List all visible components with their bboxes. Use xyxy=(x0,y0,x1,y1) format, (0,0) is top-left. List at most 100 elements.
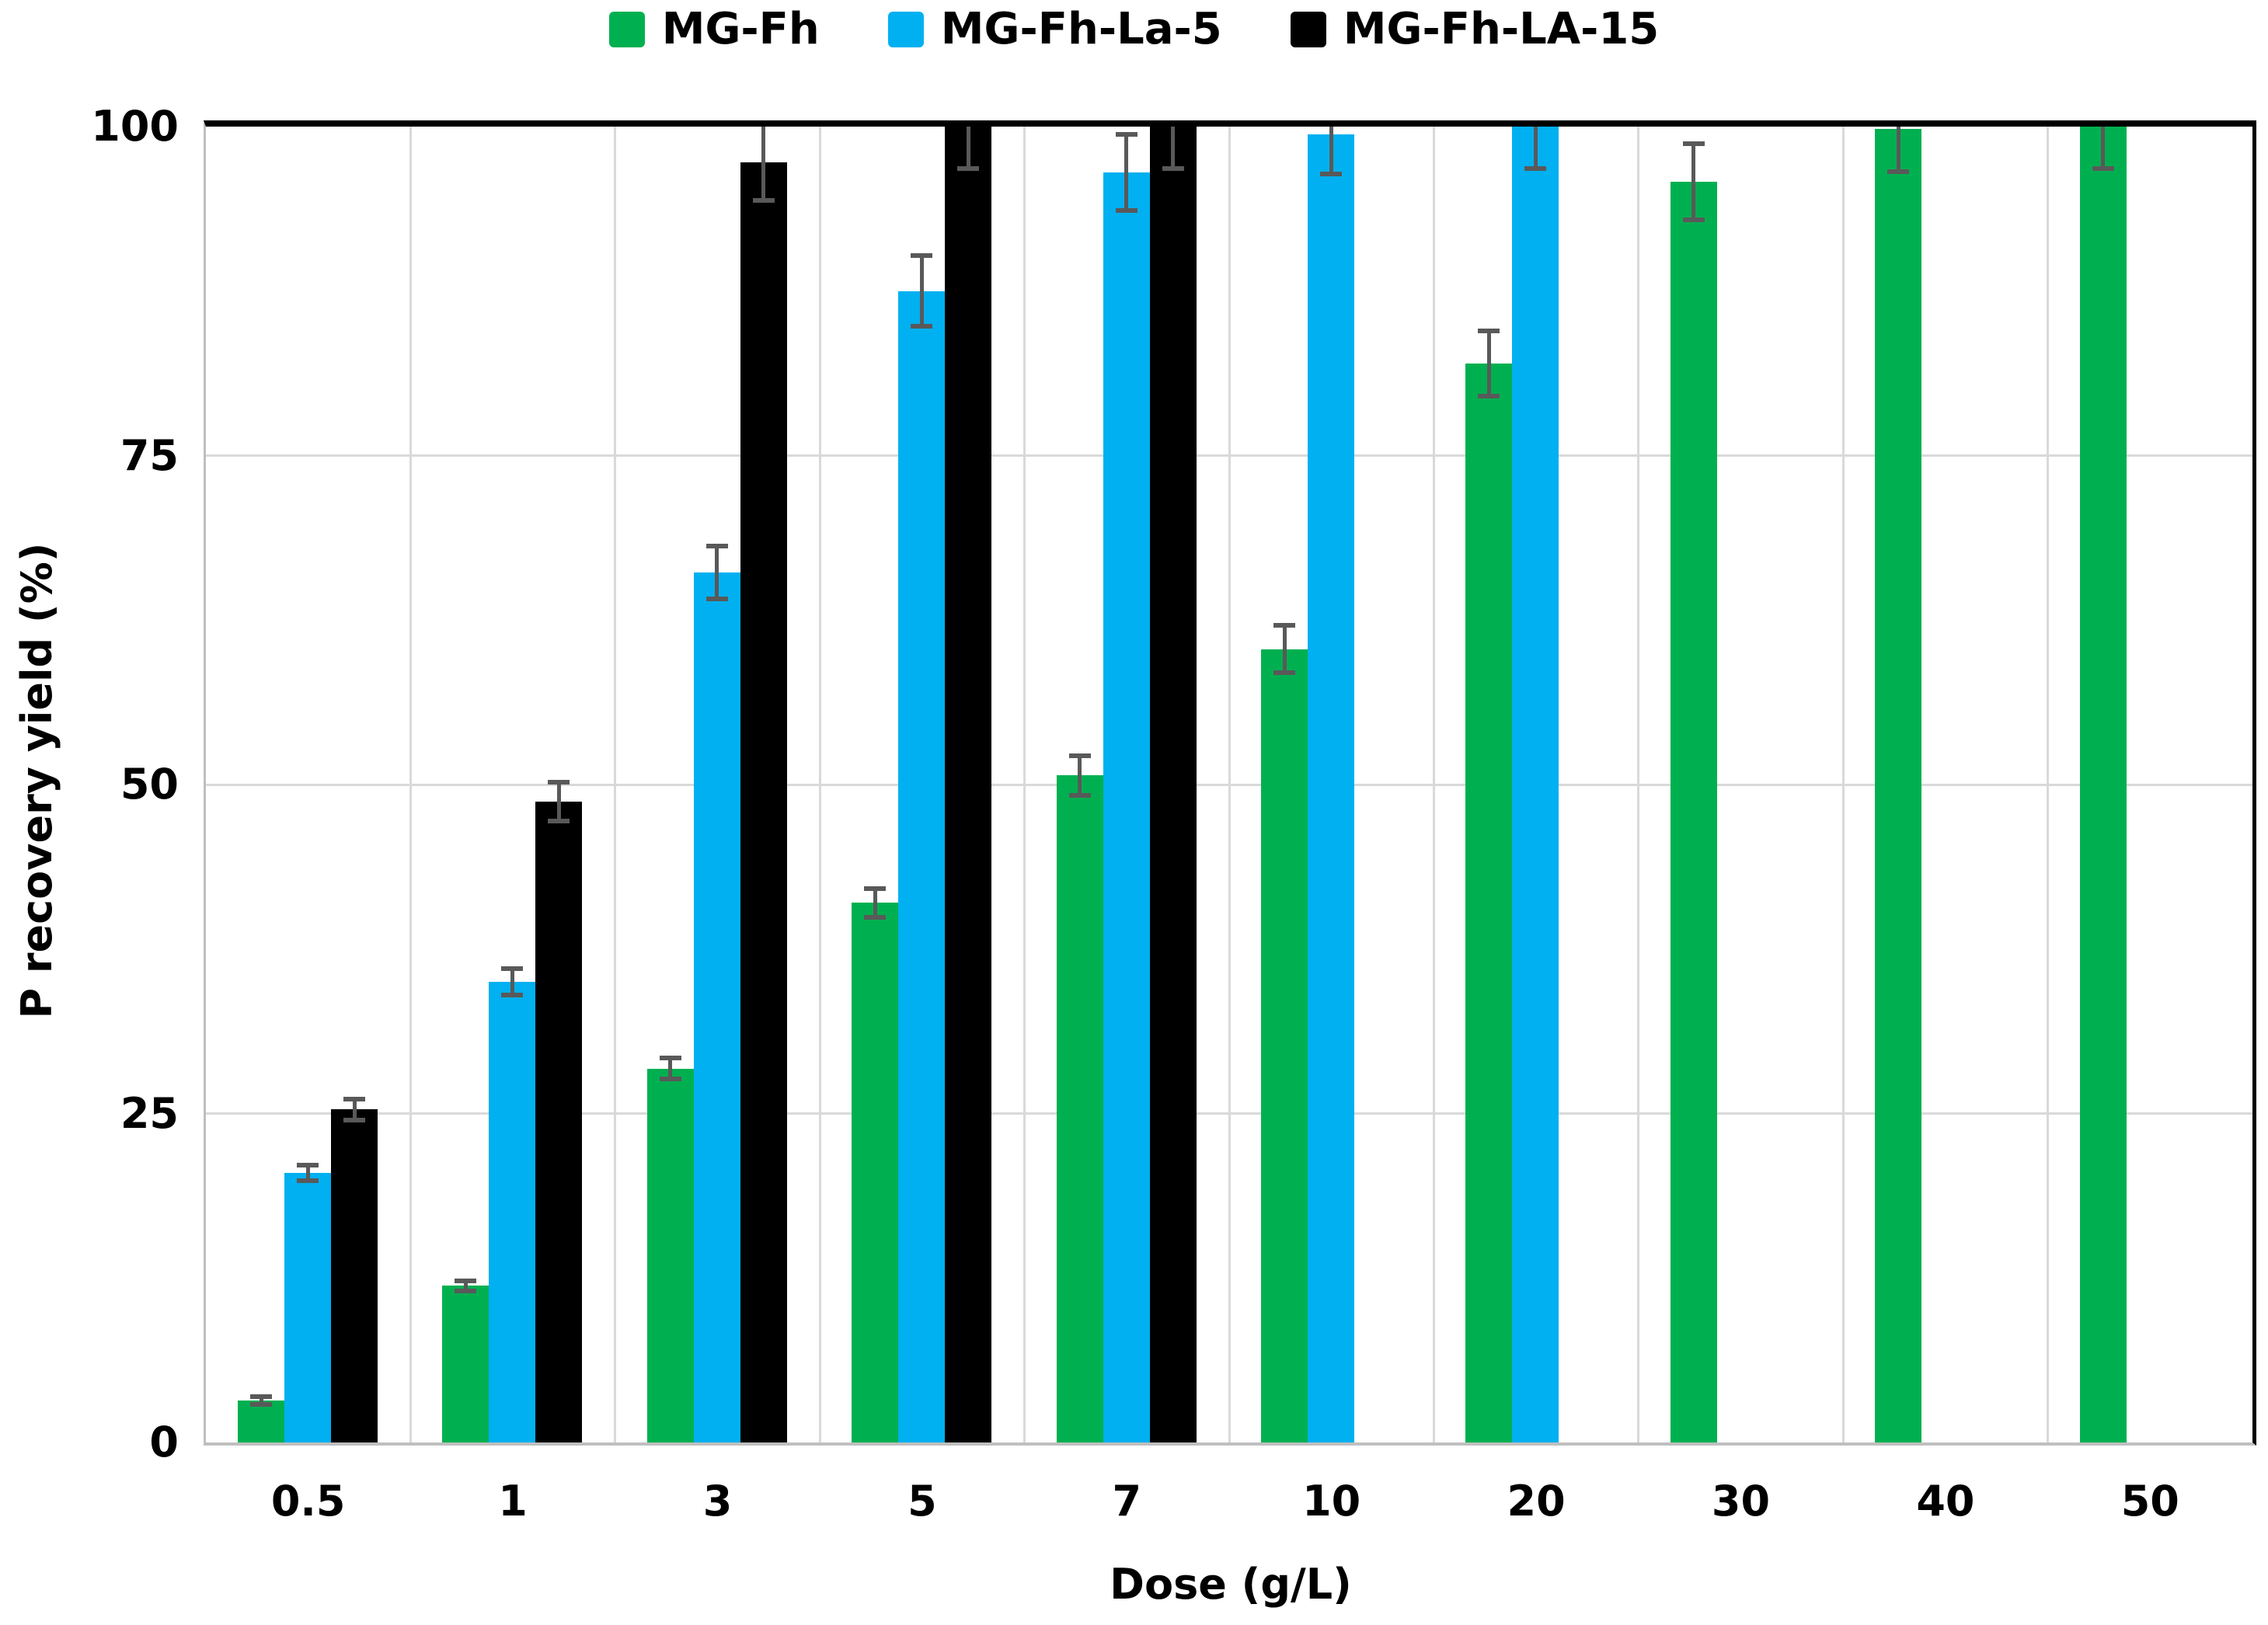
error-cap-top-MG-Fh-20 xyxy=(1478,328,1500,333)
error-cap-top-MG-Fh-La-5-7 xyxy=(1115,132,1137,137)
bar-MG-Fh-La-5-3 xyxy=(693,572,740,1442)
error-bar-MG-Fh-5 xyxy=(873,888,877,918)
error-cap-bottom-MG-Fh-LA-15-1 xyxy=(548,819,570,824)
error-cap-bottom-MG-Fh-LA-15-3 xyxy=(752,197,775,203)
error-cap-top-MG-Fh-0.5 xyxy=(250,1394,272,1399)
error-cap-bottom-MG-Fh-LA-15-5 xyxy=(957,166,980,172)
error-bar-MG-Fh-0.5 xyxy=(259,1396,263,1404)
x-tick-20: 20 xyxy=(1507,1477,1566,1526)
error-bar-MG-Fh-LA-15-3 xyxy=(761,127,766,200)
error-bar-MG-Fh-La-5-5 xyxy=(919,256,924,327)
error-cap-bottom-MG-Fh-10 xyxy=(1273,670,1295,675)
x-tick-30: 30 xyxy=(1711,1477,1771,1526)
error-cap-top-MG-Fh-La-5-3 xyxy=(705,544,728,549)
legend-label-MG-Fh: MG-Fh xyxy=(661,4,820,54)
error-cap-bottom-MG-Fh-La-5-3 xyxy=(705,597,728,602)
error-cap-bottom-MG-Fh-1 xyxy=(455,1289,477,1294)
bar-MG-Fh-0.5 xyxy=(238,1400,284,1442)
x-axis-title: Dose (g/L) xyxy=(1110,1560,1352,1609)
bar-MG-Fh-La-5-5 xyxy=(898,291,946,1442)
error-bar-MG-Fh-La-5-7 xyxy=(1124,134,1129,211)
error-bar-MG-Fh-LA-15-0.5 xyxy=(352,1098,357,1120)
gridline-x-2 xyxy=(614,127,617,1442)
gridline-x-1 xyxy=(409,127,412,1442)
error-bar-MG-Fh-7 xyxy=(1078,755,1082,795)
gridline-x-3 xyxy=(818,127,821,1442)
x-tick-50: 50 xyxy=(2120,1477,2179,1526)
legend-item-MG-Fh: MG-Fh xyxy=(608,4,820,54)
bar-MG-Fh-LA-15-7 xyxy=(1149,127,1197,1442)
error-cap-top-MG-Fh-30 xyxy=(1682,141,1705,147)
bar-MG-Fh-7 xyxy=(1056,775,1103,1442)
error-cap-bottom-MG-Fh-20 xyxy=(1478,394,1500,399)
error-cap-top-MG-Fh-5 xyxy=(864,886,887,891)
bar-MG-Fh-La-5-10 xyxy=(1308,134,1354,1442)
legend-swatch-MG-Fh-LA-15 xyxy=(1290,12,1326,47)
x-tick-1: 1 xyxy=(498,1477,528,1526)
error-bar-MG-Fh-20 xyxy=(1486,330,1491,397)
error-cap-bottom-MG-Fh-5 xyxy=(864,915,887,920)
x-tick-10: 10 xyxy=(1302,1477,1361,1526)
error-bar-MG-Fh-La-5-20 xyxy=(1533,127,1538,169)
error-cap-top-MG-Fh-3 xyxy=(659,1056,681,1061)
x-tick-40: 40 xyxy=(1916,1477,1975,1526)
bar-MG-Fh-LA-15-1 xyxy=(535,802,583,1442)
bar-MG-Fh-40 xyxy=(1875,129,1922,1442)
bar-MG-Fh-La-5-20 xyxy=(1512,127,1559,1442)
error-cap-top-MG-Fh-10 xyxy=(1273,623,1295,628)
error-cap-bottom-MG-Fh-40 xyxy=(1887,169,1910,174)
x-tick-7: 7 xyxy=(1112,1477,1142,1526)
plot-area xyxy=(204,120,2256,1446)
bar-MG-Fh-30 xyxy=(1670,182,1717,1442)
error-bar-MG-Fh-LA-15-5 xyxy=(966,127,970,169)
bar-MG-Fh-3 xyxy=(646,1068,694,1442)
bar-MG-Fh-LA-15-5 xyxy=(945,127,992,1442)
error-bar-MG-Fh-La-5-1 xyxy=(510,969,514,996)
error-cap-bottom-MG-Fh-La-5-5 xyxy=(911,324,933,329)
error-cap-top-MG-Fh-La-5-5 xyxy=(911,253,933,258)
error-cap-bottom-MG-Fh-La-5-20 xyxy=(1524,166,1547,172)
chart-legend: MG-Fh MG-Fh-La-5 MG-Fh-LA-15 xyxy=(0,5,2268,54)
gridline-x-9 xyxy=(2047,127,2050,1442)
error-bar-MG-Fh-LA-15-1 xyxy=(556,781,561,822)
legend-swatch-MG-Fh-La-5 xyxy=(887,12,924,47)
bar-MG-Fh-20 xyxy=(1465,363,1513,1442)
error-cap-top-MG-Fh-1 xyxy=(455,1278,477,1283)
gridline-x-4 xyxy=(1023,127,1026,1442)
error-bar-MG-Fh-10 xyxy=(1282,625,1287,673)
error-cap-top-MG-Fh-7 xyxy=(1068,753,1091,758)
error-cap-top-MG-Fh-LA-15-0.5 xyxy=(343,1096,365,1101)
y-tick-25: 25 xyxy=(120,1088,179,1138)
error-bar-MG-Fh-40 xyxy=(1896,127,1900,172)
bar-MG-Fh-5 xyxy=(852,903,899,1442)
bar-MG-Fh-La-5-0.5 xyxy=(284,1172,331,1442)
error-bar-MG-Fh-La-5-10 xyxy=(1329,127,1333,174)
bar-MG-Fh-La-5-7 xyxy=(1103,172,1150,1442)
legend-item-MG-Fh-La-5: MG-Fh-La-5 xyxy=(887,4,1222,54)
error-bar-MG-Fh-La-5-3 xyxy=(715,546,719,600)
error-cap-bottom-MG-Fh-LA-15-0.5 xyxy=(343,1117,365,1122)
legend-label-MG-Fh-LA-15: MG-Fh-LA-15 xyxy=(1343,4,1660,54)
error-cap-top-MG-Fh-La-5-1 xyxy=(501,966,524,972)
y-tick-50: 50 xyxy=(120,760,179,809)
error-bar-MG-Fh-La-5-0.5 xyxy=(305,1164,310,1181)
x-tick-0.5: 0.5 xyxy=(270,1477,346,1526)
bar-MG-Fh-LA-15-0.5 xyxy=(331,1109,378,1442)
error-cap-bottom-MG-Fh-La-5-10 xyxy=(1320,171,1342,176)
y-tick-0: 0 xyxy=(149,1418,179,1467)
error-bar-MG-Fh-1 xyxy=(463,1280,468,1292)
y-tick-75: 75 xyxy=(120,430,179,480)
error-cap-top-MG-Fh-La-5-0.5 xyxy=(297,1162,319,1167)
x-tick-5: 5 xyxy=(908,1477,937,1526)
y-tick-100: 100 xyxy=(91,102,179,151)
legend-label-MG-Fh-La-5: MG-Fh-La-5 xyxy=(940,4,1222,54)
x-tick-3: 3 xyxy=(702,1477,733,1526)
error-cap-bottom-MG-Fh-50 xyxy=(2092,166,2114,172)
plot-inner xyxy=(206,127,2252,1442)
bar-MG-Fh-1 xyxy=(442,1286,489,1442)
bar-MG-Fh-LA-15-3 xyxy=(740,162,787,1442)
gridline-x-7 xyxy=(1637,127,1640,1442)
bar-MG-Fh-50 xyxy=(2079,127,2127,1442)
gridline-x-6 xyxy=(1432,127,1435,1442)
